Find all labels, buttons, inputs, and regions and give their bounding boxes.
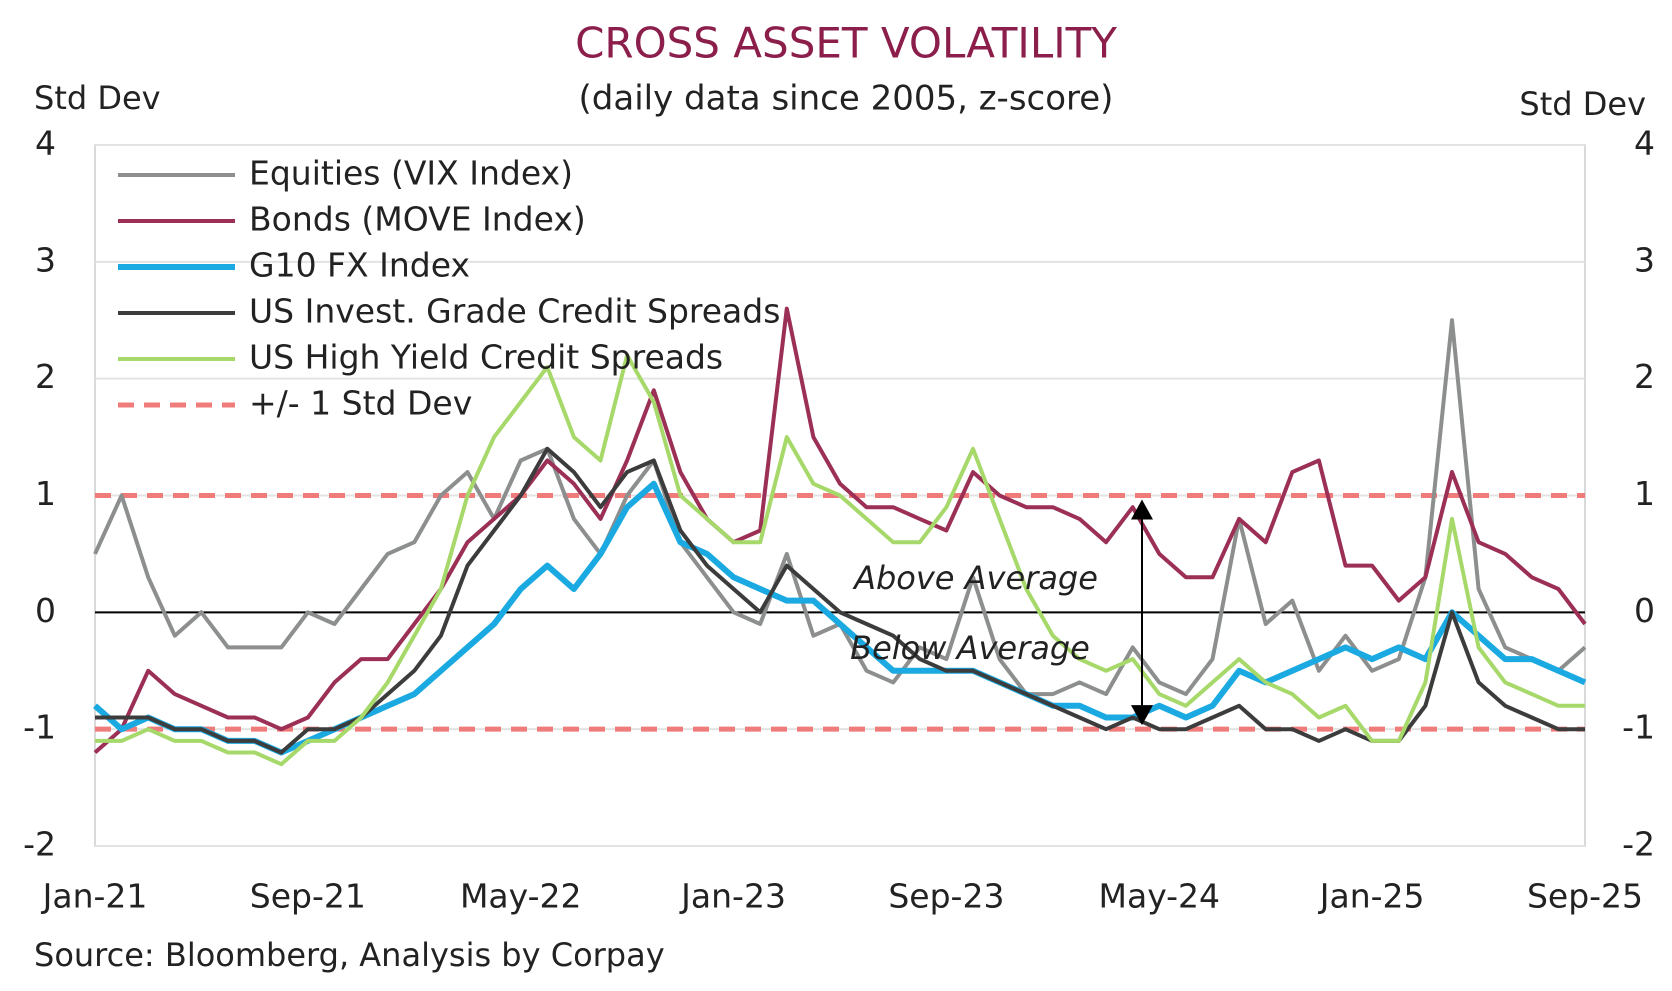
series-line bbox=[95, 446, 1585, 755]
x-tick-label: May-24 bbox=[1099, 877, 1221, 916]
annotation: Above Average bbox=[852, 559, 1098, 597]
chart-title: CROSS ASSET VOLATILITY bbox=[575, 19, 1117, 68]
y-tick-label: 4 bbox=[35, 124, 56, 163]
y2-tick-label: 4 bbox=[1634, 124, 1655, 163]
x-tick-label: Sep-25 bbox=[1527, 877, 1643, 916]
y-tick-label: 2 bbox=[35, 357, 56, 396]
y2-tick-label: 2 bbox=[1634, 357, 1655, 396]
ticks: -2 -1 0 1 2 3 4 -2 -1 0 1 2 3 4 Jan-21 Sep-21 May-22 Jan-… bbox=[23, 124, 1655, 916]
y-axis-label: Std Dev bbox=[34, 79, 161, 117]
y2-tick-label: 0 bbox=[1634, 591, 1655, 630]
x-tick-label: Jan-21 bbox=[41, 877, 148, 916]
legend-label: G10 FX Index bbox=[249, 246, 470, 285]
legend-label: US High Yield Credit Spreads bbox=[249, 338, 723, 377]
legend-label: US Invest. Grade Credit Spreads bbox=[249, 292, 780, 331]
y-tick-label: 3 bbox=[35, 240, 56, 279]
x-tick-label: May-22 bbox=[460, 877, 582, 916]
legend-label: Equities (VIX Index) bbox=[249, 154, 573, 193]
chart-subtitle: (daily data since 2005, z-score) bbox=[579, 79, 1114, 119]
arrow-head bbox=[1131, 705, 1153, 726]
annotation: Below Average bbox=[850, 629, 1090, 667]
y2-tick-label: 3 bbox=[1634, 240, 1655, 279]
legend-label: Bonds (MOVE Index) bbox=[249, 200, 586, 239]
series-line bbox=[95, 353, 1585, 767]
y-tick-label: 0 bbox=[35, 591, 56, 630]
y2-axis-label: Std Dev bbox=[1519, 85, 1646, 123]
source-note: Source: Bloomberg, Analysis by Corpay bbox=[34, 936, 665, 974]
y2-tick-label: -2 bbox=[1622, 825, 1655, 864]
x-tick-label: Sep-23 bbox=[888, 877, 1004, 916]
series-lines bbox=[93, 306, 1587, 767]
x-tick-label: Jan-25 bbox=[1318, 877, 1425, 916]
x-tick-label: Jan-23 bbox=[679, 877, 786, 916]
series-line bbox=[93, 306, 1587, 755]
y-tick-label: -2 bbox=[23, 825, 56, 864]
y-tick-label: 1 bbox=[35, 474, 56, 513]
annotations: Above Average Below Average bbox=[850, 499, 1153, 726]
y2-tick-label: 1 bbox=[1634, 474, 1655, 513]
legend-label: +/- 1 Std Dev bbox=[249, 384, 472, 423]
x-tick-label: Sep-21 bbox=[250, 877, 366, 916]
y-tick-label: -1 bbox=[23, 708, 56, 747]
legend: Equities (VIX Index) Bonds (MOVE Index) G1… bbox=[118, 154, 780, 423]
arrow-head bbox=[1131, 499, 1153, 520]
y2-tick-label: -1 bbox=[1622, 708, 1655, 747]
